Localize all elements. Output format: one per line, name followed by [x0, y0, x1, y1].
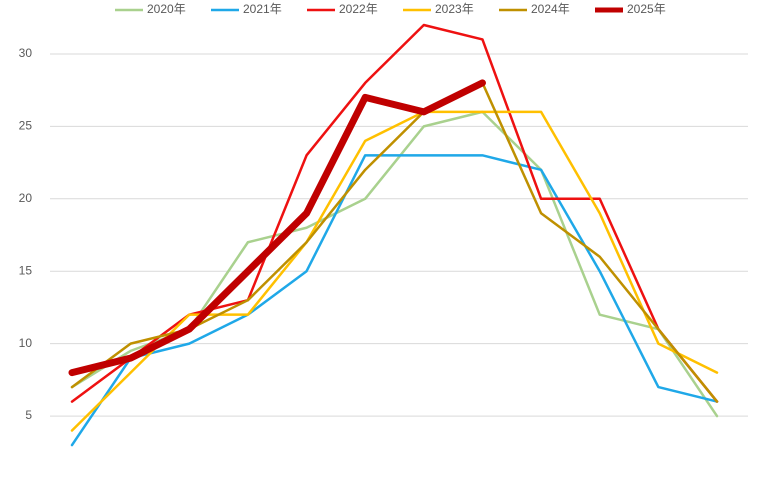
legend-label: 2020年 — [147, 2, 186, 16]
legend-label: 2022年 — [339, 2, 378, 16]
legend-label: 2021年 — [243, 2, 282, 16]
y-tick-label: 5 — [25, 408, 32, 422]
series-line — [70, 110, 719, 432]
legend-label: 2023年 — [435, 2, 474, 16]
y-tick-label: 10 — [19, 336, 33, 350]
legend-label: 2024年 — [531, 2, 570, 16]
y-tick-label: 30 — [19, 46, 33, 60]
y-tick-label: 15 — [19, 263, 33, 277]
series-line — [70, 110, 719, 418]
series-line — [70, 154, 719, 447]
series-line — [70, 23, 719, 403]
legend-label: 2025年 — [627, 2, 666, 16]
y-tick-label: 25 — [19, 119, 33, 133]
y-tick-label: 20 — [19, 191, 33, 205]
series-line — [68, 79, 486, 377]
